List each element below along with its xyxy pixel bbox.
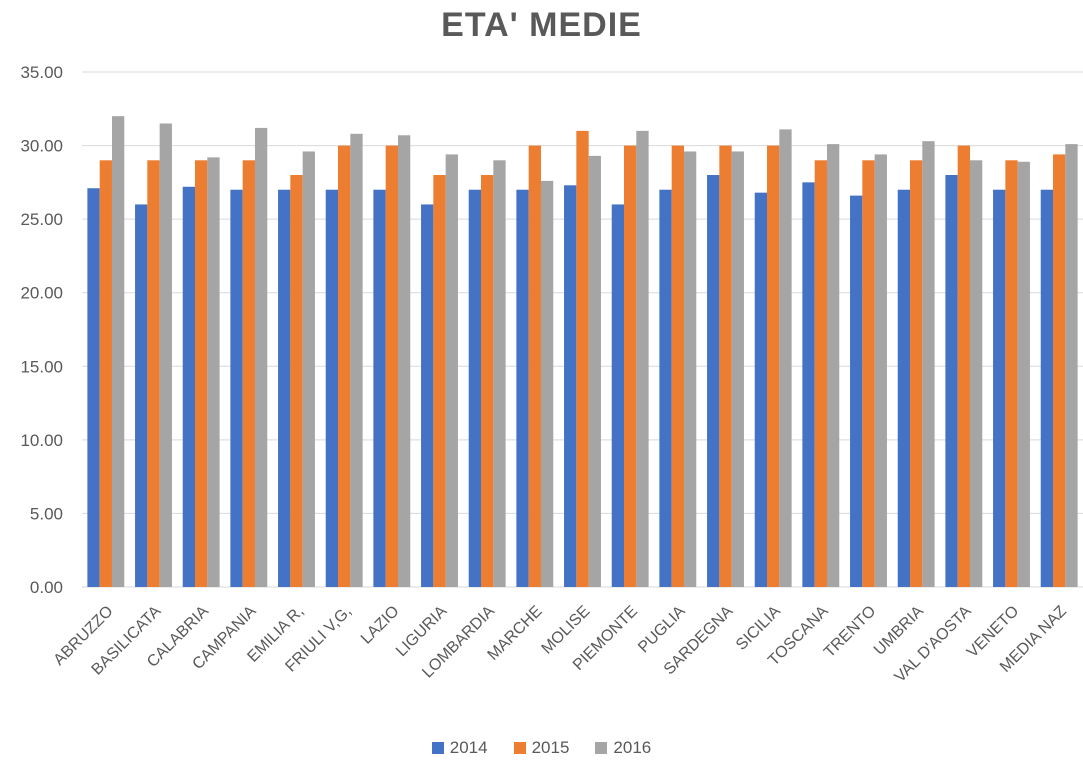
bar-2015-emilia-r-	[290, 175, 303, 587]
bar-2014-abruzzo	[87, 188, 100, 588]
bar-2015-val-d-aosta	[957, 145, 970, 587]
legend-label: 2016	[613, 738, 652, 757]
bar-2014-molise	[564, 185, 577, 588]
bar-2016-calabria	[207, 157, 220, 587]
bar-2016-emilia-r-	[302, 151, 315, 587]
bar-2015-umbria	[910, 160, 923, 588]
bar-2014-sicilia	[754, 192, 768, 587]
legend-item-2014: 2014	[431, 738, 488, 758]
legend-label: 2015	[531, 738, 570, 757]
bar-2016-friuli-v-g-	[350, 133, 363, 588]
bar-2015-puglia	[671, 145, 684, 587]
bar-2014-friuli-v-g-	[325, 189, 339, 587]
bar-2015-lombardia	[481, 175, 494, 587]
bar-2016-lombardia	[493, 160, 506, 588]
bar-2014-trento	[850, 195, 863, 587]
x-tick-label: TRENTO	[821, 603, 879, 661]
bar-2014-liguria	[421, 204, 434, 587]
legend: 2014 2015 2016	[0, 738, 1083, 758]
bar-2016-molise	[588, 155, 601, 587]
bar-2016-sardegna	[731, 151, 744, 587]
y-tick-label: 25.00	[20, 210, 63, 229]
y-tick-label: 35.00	[20, 63, 63, 82]
bar-2016-campania	[254, 127, 268, 587]
y-tick-label: 20.00	[20, 284, 63, 303]
bar-2014-piemonte	[611, 204, 625, 587]
bar-2014-lombardia	[468, 189, 482, 587]
bar-2014-toscana	[802, 182, 815, 588]
y-tick-label: 15.00	[20, 357, 63, 376]
y-tick-label: 10.00	[20, 431, 63, 450]
bar-2014-marche	[516, 189, 529, 587]
bar-2016-puglia	[683, 151, 697, 587]
bar-2014-sardegna	[707, 175, 720, 587]
bar-2015-sardegna	[719, 145, 732, 587]
bar-2015-campania	[242, 160, 255, 588]
legend-swatch	[431, 742, 444, 754]
bar-2014-veneto	[993, 189, 1006, 587]
bar-2016-val-d-aosta	[969, 160, 983, 588]
bar-2014-umbria	[897, 189, 911, 587]
legend-swatch	[513, 742, 526, 754]
y-tick-label: 30.00	[20, 137, 63, 156]
bar-2016-umbria	[922, 141, 935, 587]
bar-2015-friuli-v-g-	[338, 145, 351, 587]
bar-2016-trento	[874, 154, 887, 587]
bar-2016-lazio	[397, 135, 411, 587]
bar-2015-toscana	[814, 160, 827, 588]
bar-2015-lazio	[385, 145, 398, 587]
bar-2015-media-naz	[1053, 154, 1066, 587]
bar-2015-calabria	[195, 160, 208, 588]
bar-2014-media-naz	[1040, 189, 1054, 587]
bar-2014-campania	[230, 189, 243, 587]
bar-2015-sicilia	[767, 145, 780, 587]
y-tick-label: 0.00	[30, 578, 63, 597]
bar-2014-calabria	[182, 186, 196, 587]
bar-2015-marche	[528, 145, 541, 587]
x-axis-labels: ABRUZZOBASILICATACALABRIACAMPANIAEMILIA …	[51, 603, 1071, 686]
bar-2014-lazio	[373, 189, 386, 587]
bar-2016-sicilia	[779, 129, 792, 587]
bar-2015-liguria	[433, 175, 446, 587]
bar-2014-basilicata	[135, 204, 148, 587]
bar-2015-trento	[862, 160, 875, 588]
bar-2015-molise	[576, 130, 589, 588]
bar-2014-emilia-r-	[278, 189, 291, 587]
bar-2016-abruzzo	[111, 116, 125, 587]
bar-2016-basilicata	[159, 123, 172, 587]
bar-2016-liguria	[445, 154, 458, 587]
legend-label: 2014	[449, 738, 488, 757]
x-tick-label: LAZIO	[358, 603, 403, 648]
bar-2014-puglia	[659, 189, 672, 587]
legend-swatch	[595, 742, 608, 754]
bar-2016-marche	[540, 180, 554, 587]
bar-2016-toscana	[826, 144, 840, 587]
bar-2016-piemonte	[636, 130, 649, 588]
bar-2015-abruzzo	[99, 160, 112, 588]
bar-2014-val-d-aosta	[945, 175, 958, 587]
legend-item-2016: 2016	[595, 738, 651, 758]
y-axis-ticks: 0.00 5.00 10.00 15.00 20.00 25.00 30.00 35.00	[20, 63, 63, 597]
bar-2015-basilicata	[147, 160, 160, 588]
legend-item-2015: 2015	[513, 738, 570, 758]
bars	[87, 116, 1078, 588]
chart-title: ETA' MEDIE	[441, 6, 642, 44]
bar-2015-veneto	[1005, 160, 1018, 588]
bar-2016-veneto	[1017, 161, 1030, 587]
bar-chart: 0.00 5.00 10.00 15.00 20.00 25.00 30.00 35.00 A…	[20, 63, 1083, 686]
bar-2015-piemonte	[624, 145, 637, 587]
bar-2016-media-naz	[1065, 144, 1078, 587]
y-tick-label: 5.00	[30, 504, 63, 523]
